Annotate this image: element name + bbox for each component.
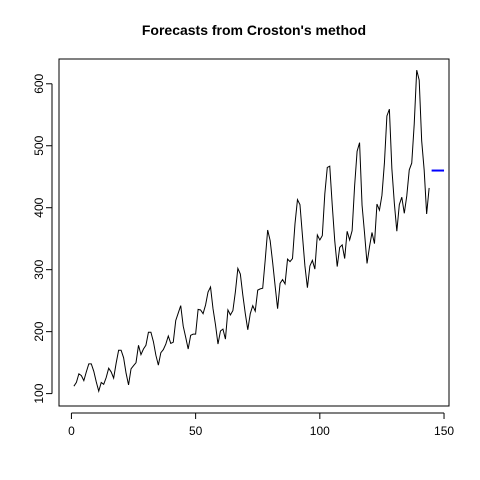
x-tick-label: 150 bbox=[434, 424, 454, 438]
plot-frame bbox=[58, 58, 450, 407]
y-tick-label: 300 bbox=[32, 259, 46, 279]
y-tick-label: 500 bbox=[32, 135, 46, 155]
plot-area bbox=[73, 70, 445, 394]
chart-title: Forecasts from Croston's method bbox=[142, 22, 366, 38]
y-axis: 100 200 300 400 500 600 bbox=[32, 73, 53, 404]
y-tick-label: 200 bbox=[32, 321, 46, 341]
x-tick-label: 0 bbox=[68, 424, 75, 438]
x-axis: 0 50 100 150 bbox=[68, 412, 454, 438]
y-tick-label: 100 bbox=[32, 383, 46, 403]
x-tick-label: 50 bbox=[189, 424, 203, 438]
x-tick-label: 100 bbox=[310, 424, 330, 438]
y-tick-label: 400 bbox=[32, 197, 46, 217]
y-tick-label: 600 bbox=[32, 73, 46, 93]
series-line-observed bbox=[73, 70, 430, 394]
